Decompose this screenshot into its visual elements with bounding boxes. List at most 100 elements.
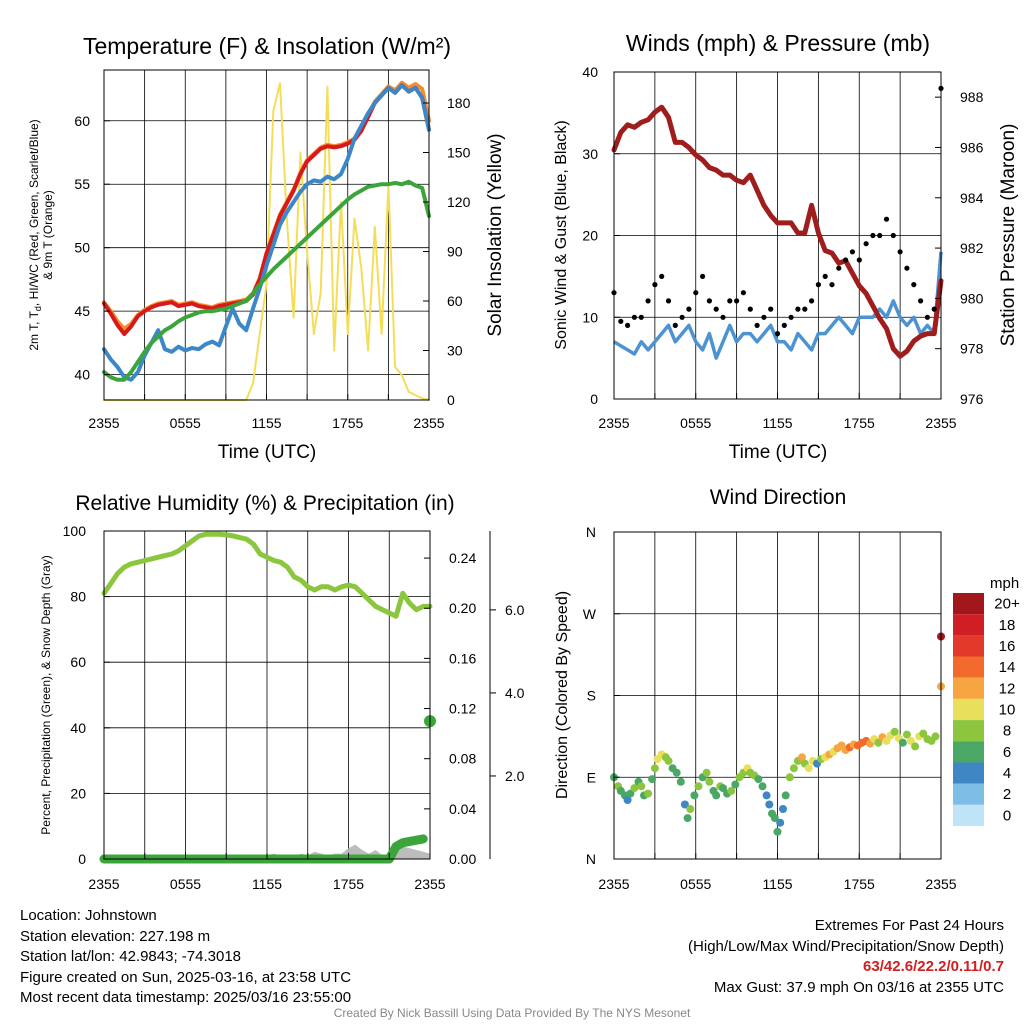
colorbar-label: 2 bbox=[1003, 786, 1011, 803]
y-tick-label: S bbox=[587, 688, 596, 704]
y-tick-label: 40 bbox=[582, 64, 598, 80]
wind-direction-ylabel: Direction (Colored By Speed) bbox=[554, 591, 571, 799]
x-tick-label: 1755 bbox=[333, 876, 364, 892]
direction-point bbox=[683, 814, 692, 823]
colorbar-swatch bbox=[953, 741, 984, 763]
gust-point bbox=[761, 314, 767, 320]
y2-tick-label: 986 bbox=[960, 139, 984, 155]
temperature-grid bbox=[104, 70, 429, 400]
humidity-title: Relative Humidity (%) & Precipitation (i… bbox=[75, 492, 454, 515]
gust-point bbox=[856, 257, 862, 263]
y2-tick-label: 0.24 bbox=[449, 550, 476, 566]
y-tick-label: 60 bbox=[70, 654, 86, 670]
gust-point bbox=[693, 290, 699, 296]
y2-tick-label: 0 bbox=[447, 392, 455, 408]
y2-tick-label: 0.16 bbox=[449, 650, 476, 666]
gust-point bbox=[870, 232, 876, 239]
station-latlon: Station lat/lon: 42.9843; -74.3018 bbox=[20, 948, 242, 965]
direction-point bbox=[623, 796, 632, 804]
y-tick-label: 0 bbox=[590, 391, 598, 407]
gust-point bbox=[883, 216, 890, 222]
direction-point bbox=[727, 786, 736, 795]
direction-point bbox=[776, 818, 785, 827]
station-location: Location: Johnstown bbox=[20, 907, 157, 924]
humidity-series bbox=[99, 531, 436, 864]
y-tick-label: E bbox=[587, 769, 596, 785]
gust-point bbox=[802, 306, 808, 312]
y-tick-label: 80 bbox=[70, 589, 86, 605]
direction-point bbox=[626, 789, 635, 798]
direction-point bbox=[907, 736, 915, 745]
gust-point bbox=[631, 314, 638, 320]
gust-point bbox=[774, 331, 781, 337]
station-elevation: Station elevation: 227.198 m bbox=[20, 927, 211, 945]
gust-point bbox=[924, 314, 931, 320]
gust-point bbox=[747, 306, 753, 312]
y2-tick-label: 120 bbox=[447, 194, 471, 210]
direction-point bbox=[672, 768, 681, 777]
y2-tick-label: 60 bbox=[447, 293, 463, 309]
figure-created: Figure created on Sun, 2025-03-16, at 23… bbox=[20, 968, 352, 986]
direction-point bbox=[644, 789, 653, 798]
gust-point bbox=[918, 298, 924, 304]
temperature-ylabel-subscript: d bbox=[33, 306, 43, 311]
x-tick-label: 1755 bbox=[332, 415, 363, 431]
y-tick-label: 40 bbox=[70, 720, 86, 736]
gust-point bbox=[713, 306, 719, 312]
direction-point bbox=[779, 805, 787, 813]
series-line-2 bbox=[102, 179, 431, 382]
x-tick-label: 0555 bbox=[680, 415, 711, 431]
gust-point bbox=[815, 282, 822, 288]
speed-colorbar: mph 20+ 18 16 14 12 10 8 6 4 2 0 bbox=[953, 575, 1020, 826]
x-tick-label: 1755 bbox=[844, 415, 875, 431]
colorbar-label: 20+ bbox=[994, 596, 1020, 613]
gust-point bbox=[686, 306, 692, 312]
winds-axes: 2355 0555 1155 1755 235501020304097697898098… bbox=[582, 64, 983, 431]
gust-point bbox=[788, 314, 794, 320]
direction-point bbox=[731, 780, 740, 789]
direction-point bbox=[765, 800, 774, 809]
y2-tick-label: 180 bbox=[447, 95, 471, 111]
y-tick-label: 45 bbox=[74, 303, 90, 319]
x-tick-label: 1155 bbox=[251, 415, 281, 431]
winds-xlabel: Time (UTC) bbox=[729, 442, 828, 463]
y3-tick-label: 4.0 bbox=[505, 685, 525, 701]
colorbar-label: 16 bbox=[999, 638, 1016, 655]
y-tick-label: 60 bbox=[74, 113, 90, 129]
temperature-ylabel-part-1: 2m T, T bbox=[27, 310, 41, 350]
direction-point bbox=[931, 732, 940, 741]
gust-point bbox=[863, 241, 869, 247]
x-tick-label: 2355 bbox=[413, 415, 444, 431]
x-tick-label: 2355 bbox=[925, 876, 956, 892]
direction-point bbox=[676, 777, 685, 786]
y2-tick-label: 0.08 bbox=[449, 751, 476, 767]
y2-tick-label: 984 bbox=[960, 190, 984, 206]
y-tick-label: 0 bbox=[78, 851, 86, 867]
colorbar-label: 14 bbox=[999, 659, 1016, 676]
humidity-line bbox=[101, 531, 433, 619]
temperature-series bbox=[102, 80, 431, 401]
direction-point bbox=[690, 791, 699, 800]
gust-point bbox=[638, 314, 644, 320]
max-gust: Max Gust: 37.9 mph On 03/16 at 2355 UTC bbox=[713, 978, 1004, 996]
x-tick-label: 0555 bbox=[680, 876, 711, 892]
colorbar-label: 18 bbox=[999, 617, 1016, 634]
direction-point bbox=[902, 730, 911, 739]
gust-point bbox=[781, 322, 787, 328]
x-tick-label: 2355 bbox=[598, 876, 629, 892]
y2-tick-label: 988 bbox=[960, 89, 984, 105]
colorbar-label: 4 bbox=[1003, 765, 1011, 782]
direction-point bbox=[919, 729, 928, 738]
direction-point bbox=[680, 800, 689, 809]
gust-point bbox=[809, 298, 815, 304]
y2-tick-label: 150 bbox=[447, 145, 471, 161]
gust-point bbox=[843, 257, 849, 263]
gust-point bbox=[720, 314, 726, 320]
temperature-ylabel-part-2: , HI/WC (Red, Green, Scarlet/Blue) bbox=[27, 119, 41, 306]
wind-direction-panel: Wind Direction 2355 0555 1155 1755 2355NESWN… bbox=[554, 486, 1020, 892]
gust-point bbox=[700, 273, 706, 279]
humidity-ylabel: Percent, Precipitation (Green), & Snow D… bbox=[39, 555, 53, 834]
gust-point bbox=[706, 298, 713, 304]
x-tick-label: 1755 bbox=[844, 876, 875, 892]
